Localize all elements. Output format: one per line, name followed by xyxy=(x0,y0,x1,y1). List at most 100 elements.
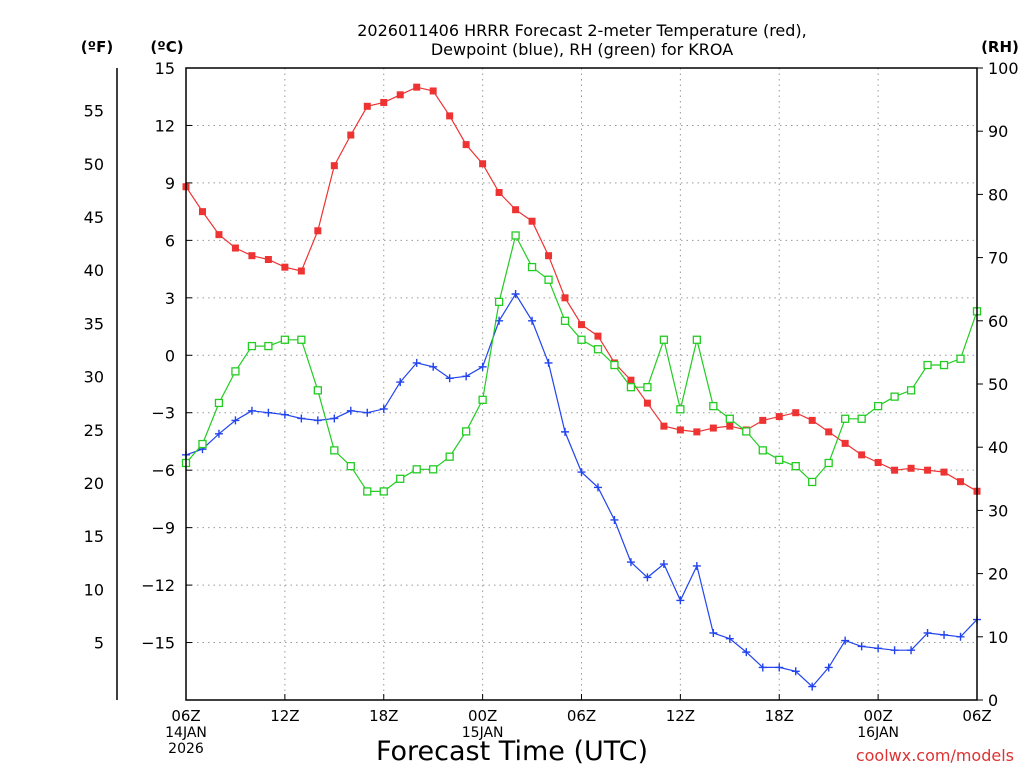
time-tick-label: 06Z xyxy=(171,707,200,725)
x-axis-title: Forecast Time (UTC) xyxy=(376,736,648,767)
rh-tick-label: 0 xyxy=(988,691,998,710)
dewpoint-point xyxy=(330,414,339,423)
rh-point xyxy=(264,341,273,351)
dewpoint-point xyxy=(841,636,850,645)
dewpoint-point xyxy=(577,468,586,477)
rh-point xyxy=(593,345,603,354)
dewpoint-point xyxy=(808,682,817,691)
rh-point xyxy=(560,316,570,325)
rh-point xyxy=(610,360,619,370)
dewpoint-point xyxy=(874,644,883,653)
dewpoint-point xyxy=(363,408,372,417)
temperature-point xyxy=(940,468,948,476)
rh-point xyxy=(214,398,224,408)
time-tick-label: 00Z xyxy=(863,707,892,725)
temperature-point xyxy=(726,422,734,430)
rh-point xyxy=(643,383,652,392)
dewpoint-point xyxy=(445,374,454,383)
temperature-point xyxy=(281,263,289,271)
temperature-point xyxy=(380,98,388,106)
rh-tick-label: 40 xyxy=(988,438,1008,457)
time-tick-date-label: 2026 xyxy=(168,741,204,757)
dewpoint-point xyxy=(478,362,487,371)
temperature-point xyxy=(841,439,849,447)
temperature-point xyxy=(330,162,338,170)
dewpoint-point xyxy=(429,362,438,371)
watermark-text: coolwx.com/models xyxy=(856,746,1014,765)
rh-point xyxy=(577,335,586,344)
rh-point xyxy=(478,395,487,404)
fahrenheit-tick-label: 30 xyxy=(84,368,104,387)
rh-point xyxy=(313,386,322,395)
rh-point xyxy=(198,439,207,449)
dewpoint-point xyxy=(346,406,355,415)
rh-tick-label: 90 xyxy=(988,122,1008,141)
temperature-point xyxy=(924,466,932,474)
celsius-unit-label: (ºC) xyxy=(150,38,183,56)
temperature-point xyxy=(248,252,256,260)
temperature-point xyxy=(676,426,684,434)
fahrenheit-tick-label: 5 xyxy=(94,634,104,653)
rh-point xyxy=(297,335,306,344)
rh-point xyxy=(791,462,800,471)
rh-point xyxy=(461,427,471,436)
temperature-point xyxy=(627,376,635,384)
fahrenheit-axis: 55 50 45 40 35 30 25 20 15 10 5 xyxy=(84,102,104,653)
time-tick-label: 12Z xyxy=(270,707,299,725)
rh-point xyxy=(824,458,833,468)
rh-point xyxy=(890,392,899,401)
temperature-point xyxy=(891,466,899,474)
rh-point xyxy=(247,341,257,351)
temperature-point xyxy=(198,208,206,216)
rh-point xyxy=(709,401,718,411)
dewpoint-point xyxy=(462,372,471,381)
temperature-point xyxy=(825,428,833,436)
chart-title-line-1: 2026011406 HRRR Forecast 2-meter Tempera… xyxy=(357,21,807,40)
dewpoint-point xyxy=(890,646,899,655)
dewpoint-point xyxy=(659,560,668,569)
dewpoint-point xyxy=(297,414,306,423)
rh-point xyxy=(280,335,290,344)
celsius-tick-label: −9 xyxy=(151,519,175,538)
rh-point xyxy=(906,386,916,395)
fahrenheit-tick-label: 10 xyxy=(84,580,104,599)
celsius-tick-label: −15 xyxy=(141,634,175,653)
temperature-point xyxy=(264,256,272,264)
rh-point xyxy=(346,462,355,471)
temperature-point xyxy=(858,451,866,459)
temperature-point xyxy=(907,464,915,472)
rh-point xyxy=(659,335,669,344)
series-layer xyxy=(181,83,982,691)
celsius-tick-label: −6 xyxy=(151,461,175,480)
temperature-point xyxy=(709,424,717,432)
celsius-tick-label: 3 xyxy=(165,289,175,308)
fahrenheit-tick-label: 20 xyxy=(84,474,104,493)
time-tick-date-label: 16JAN xyxy=(857,725,899,741)
temperature-point xyxy=(528,217,536,225)
rh-point xyxy=(857,414,866,423)
rh-point xyxy=(956,354,965,363)
rh-point xyxy=(445,452,454,461)
rh-point xyxy=(626,383,636,392)
celsius-tick-label: 9 xyxy=(165,174,175,193)
rh-point xyxy=(758,446,767,455)
temperature-point xyxy=(297,267,305,275)
dewpoint-line xyxy=(185,292,978,688)
rh-point xyxy=(379,487,388,496)
temperature-point xyxy=(759,416,767,424)
rh-point xyxy=(363,487,372,496)
temperature-point xyxy=(775,413,783,421)
rh-point xyxy=(692,335,702,344)
rh-point xyxy=(725,414,734,423)
temperature-point xyxy=(479,160,487,168)
rh-unit-label: (RH) xyxy=(981,38,1019,56)
fahrenheit-tick-label: 15 xyxy=(84,527,104,546)
temperature-point xyxy=(462,141,470,149)
dewpoint-point xyxy=(544,358,553,367)
time-tick-label: 12Z xyxy=(666,707,695,725)
dewpoint-point xyxy=(907,646,916,655)
rh-point xyxy=(873,401,883,411)
dewpoint-point xyxy=(247,406,256,415)
fahrenheit-tick-label: 40 xyxy=(84,261,104,280)
temperature-point xyxy=(446,112,454,120)
